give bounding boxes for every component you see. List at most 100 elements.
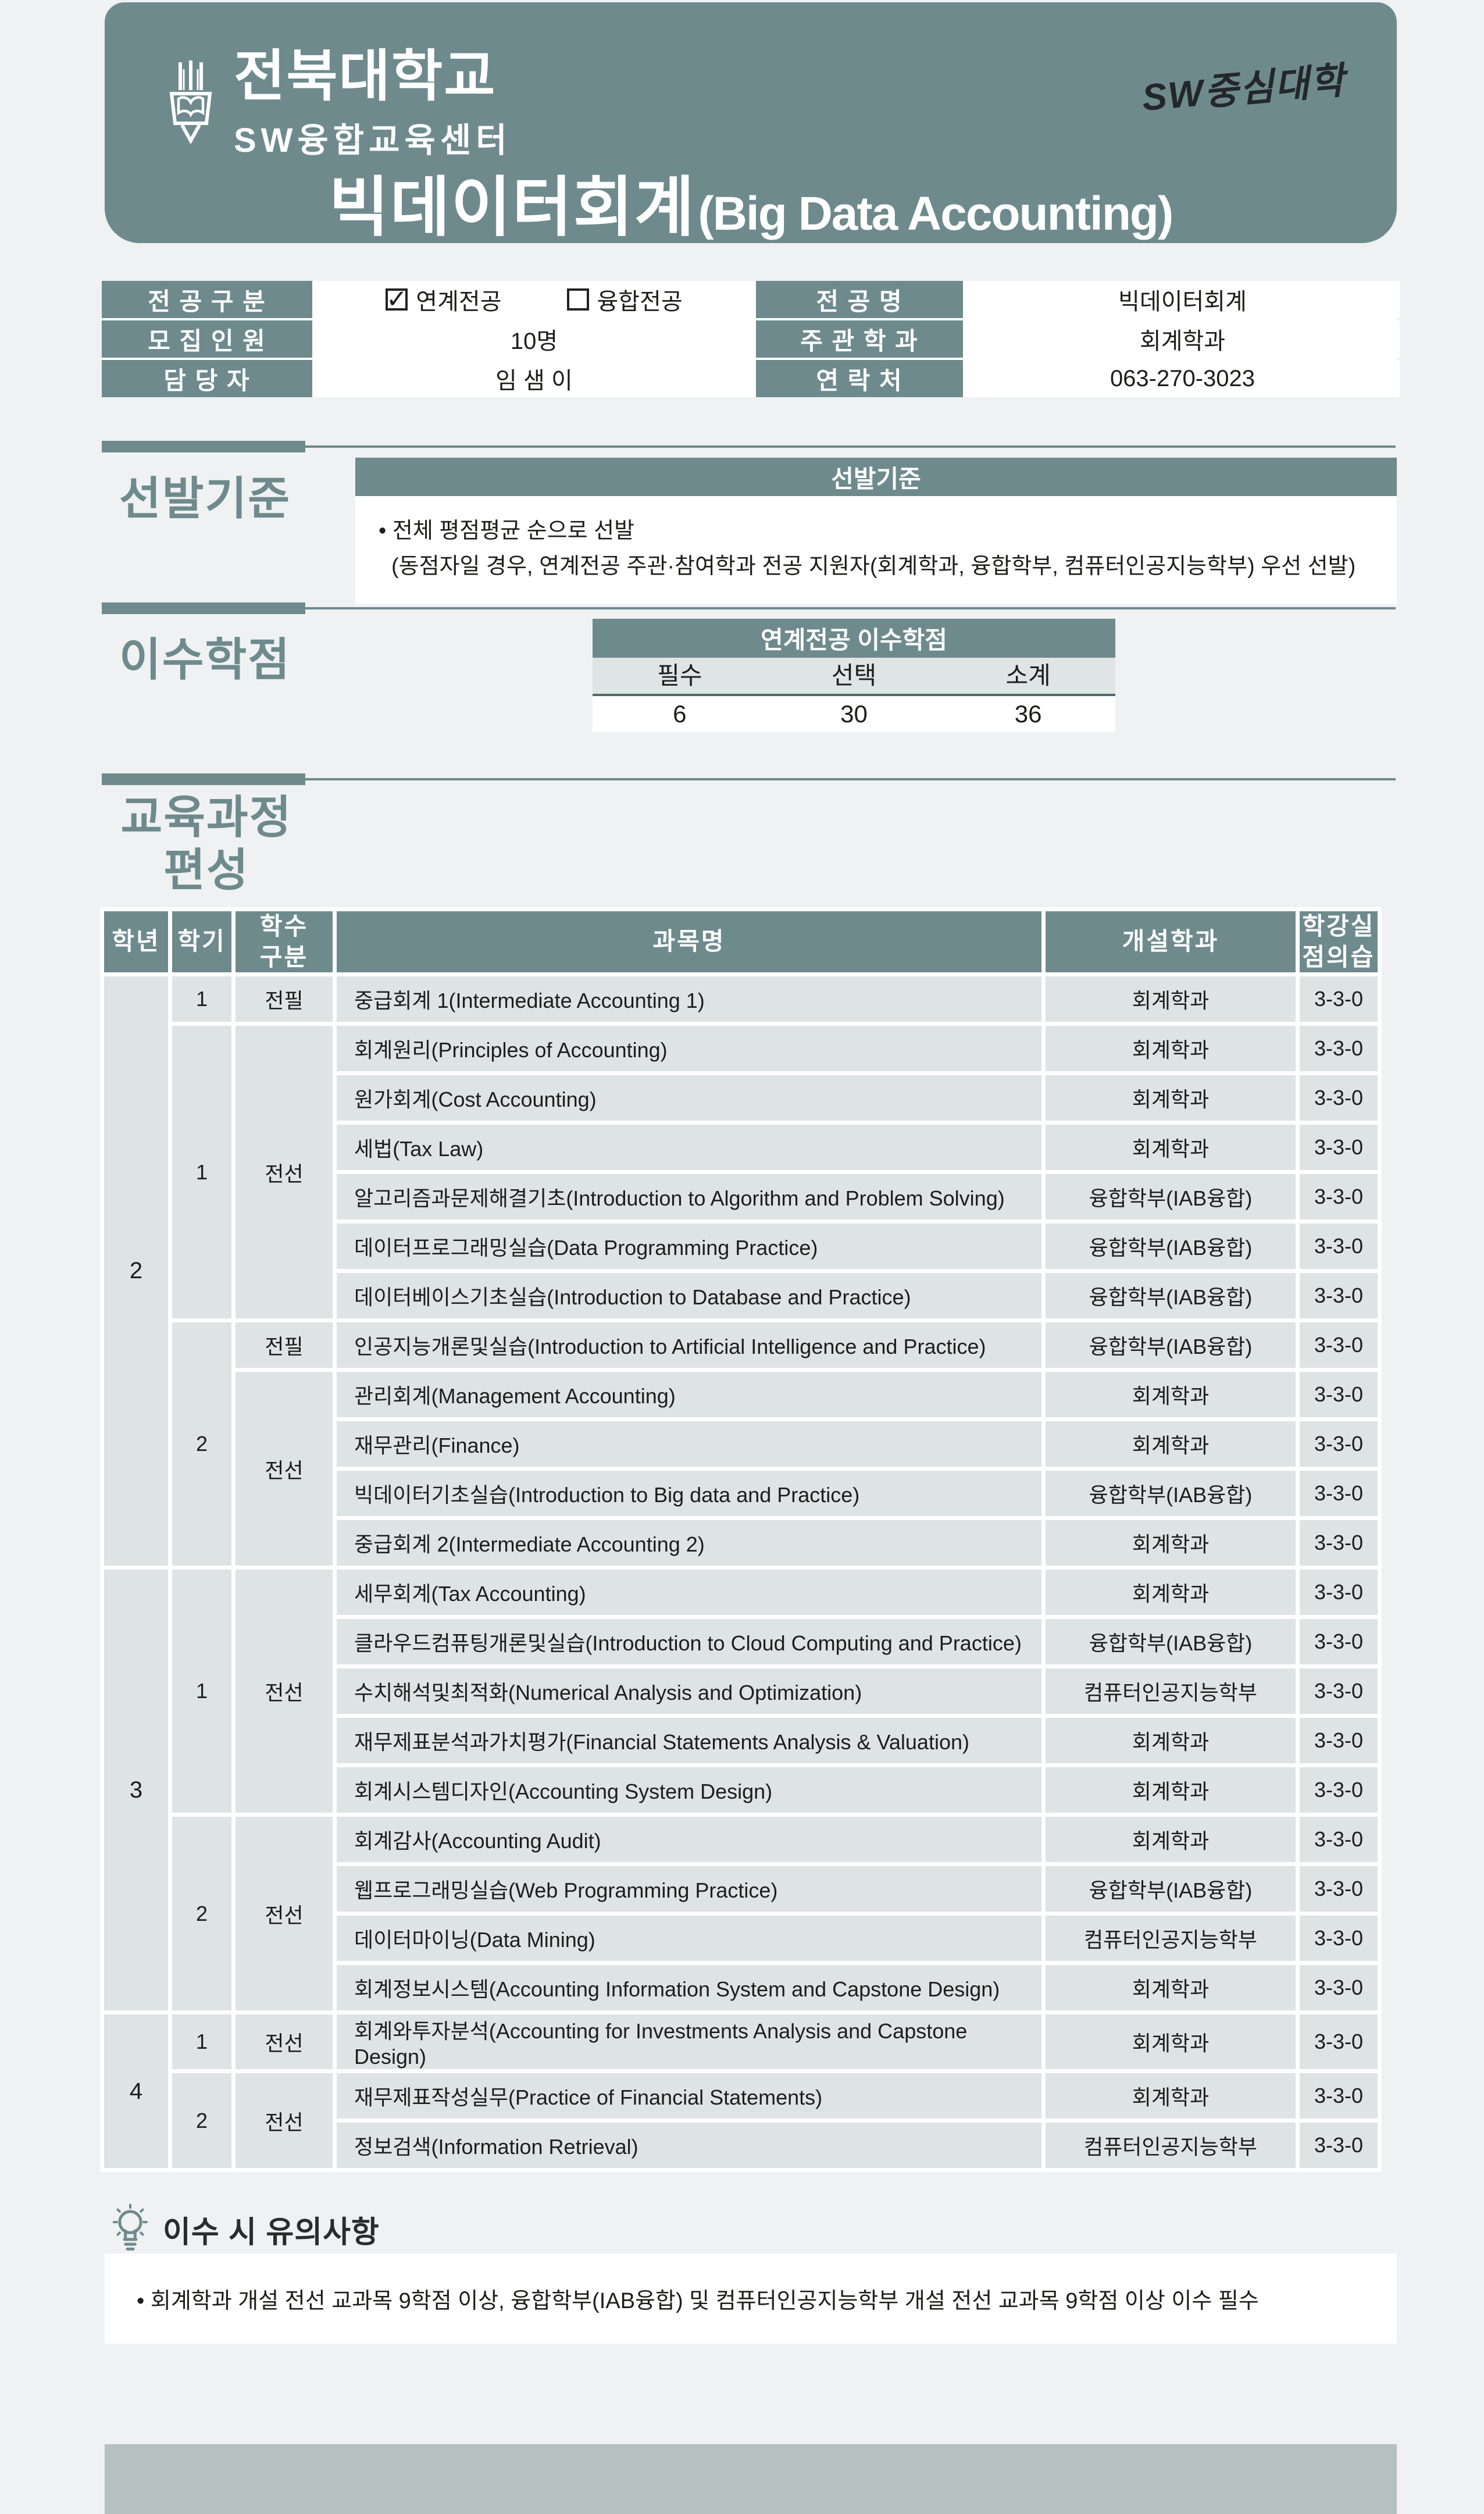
university-logo: 전북대학교 SW융합교육센터 [163, 49, 512, 162]
credits-elective-value: 30 [840, 700, 868, 728]
curriculum-cell-type: 전선 [236, 1570, 333, 1813]
curriculum-row: 3 1 전선 세무회계(Tax Accounting) 회계학과 3-3-0 [104, 1570, 1378, 2010]
curriculum-cell-credit: 3-3-0 [1300, 1718, 1378, 1763]
checkbox-unchecked-icon[interactable] [566, 288, 589, 311]
curriculum-cell-subject: 정보검색(Information Retrieval) [337, 2123, 1041, 2168]
curriculum-column-header: 학강실 점의습 [1300, 911, 1378, 972]
curriculum-cell-credit: 3-3-0 [1300, 1619, 1378, 1664]
curriculum-cell-credit: 3-3-0 [1300, 1224, 1378, 1269]
curriculum-cell-credit: 3-3-0 [1300, 1520, 1378, 1566]
curriculum-cell-dept: 회계학과 [1046, 1965, 1296, 2010]
manager-label: 담 당 자 [102, 360, 312, 397]
section-divider [102, 773, 1396, 785]
checkbox-label: 연계전공 [416, 289, 502, 315]
title-english: (Big Data Accounting) [698, 187, 1173, 240]
curriculum-cell-credit: 3-3-0 [1300, 1026, 1378, 1071]
curriculum-cell-dept: 컴퓨터인공지능학부 [1046, 2123, 1296, 2168]
curriculum-row: 빅데이터기초실습(Introduction to Big data and Pr… [104, 1471, 1378, 1516]
curriculum-row: 2 전선 재무제표작성실무(Practice of Financial Statem… [104, 2073, 1378, 2168]
curriculum-cell-subject: 회계시스템디자인(Accounting System Design) [337, 1767, 1041, 1813]
curriculum-cell-credit: 3-3-0 [1300, 1965, 1378, 2010]
curriculum-row: 재무관리(Finance) 회계학과 3-3-0 [104, 1421, 1378, 1467]
curriculum-cell-dept: 융합학부(IAB융합) [1046, 1471, 1296, 1516]
curriculum-cell-dept: 융합학부(IAB융합) [1046, 1174, 1296, 1219]
curriculum-cell-year: 3 [104, 1570, 168, 2010]
manager-value: 임 샘 이 [315, 360, 754, 397]
credits-table-header: 연계전공 이수학점 [593, 619, 1115, 658]
curriculum-cell-subject: 중급회계 1(Intermediate Accounting 1) [337, 976, 1041, 1022]
major-name-value: 빅데이터회계 [965, 281, 1400, 318]
curriculum-cell-dept: 회계학과 [1046, 1767, 1296, 1813]
curriculum-cell-year: 2 [104, 976, 168, 1566]
curriculum-column-header: 개설학과 [1046, 911, 1296, 972]
curriculum-cell-subject: 데이터베이스기초실습(Introduction to Database and … [337, 1273, 1041, 1318]
curriculum-cell-type: 전선 [236, 2014, 333, 2069]
curriculum-cell-dept: 회계학과 [1046, 2073, 1296, 2119]
curriculum-cell-credit: 3-3-0 [1300, 1075, 1378, 1121]
section-divider [102, 441, 1396, 452]
curriculum-cell-sem: 2 [172, 2073, 231, 2168]
major-name-label: 전 공 명 [756, 281, 963, 318]
credits-required-value: 6 [673, 700, 687, 728]
center-name: SW융합교육센터 [234, 122, 512, 159]
curriculum-cell-sem: 1 [172, 1570, 231, 1813]
curriculum-cell-credit: 3-3-0 [1300, 1273, 1378, 1318]
curriculum-row: 재무제표분석과가치평가(Financial Statements Analysi… [104, 1718, 1378, 1763]
curriculum-row: 세법(Tax Law) 회계학과 3-3-0 [104, 1125, 1378, 1170]
major-type-label: 전 공 구 분 [102, 281, 312, 318]
curriculum-cell-subject: 회계정보시스템(Accounting Information System an… [337, 1965, 1041, 2010]
curriculum-cell-subject: 중급회계 2(Intermediate Accounting 2) [337, 1520, 1041, 1566]
curriculum-cell-dept: 회계학과 [1046, 1125, 1296, 1170]
lightbulb-icon [110, 2203, 150, 2256]
contact-label: 연 락 처 [756, 360, 963, 397]
curriculum-cell-type: 전필 [236, 1322, 333, 1368]
curriculum-cell-credit: 3-3-0 [1300, 1372, 1378, 1417]
curriculum-cell-credit: 3-3-0 [1300, 1916, 1378, 1961]
recruit-label: 모 집 인 원 [102, 320, 312, 358]
curriculum-row: 원가회계(Cost Accounting) 회계학과 3-3-0 [104, 1075, 1378, 1121]
curriculum-cell-dept: 회계학과 [1046, 1570, 1296, 1615]
credits-col-elective: 선택 [831, 662, 877, 689]
university-name: 전북대학교 [234, 45, 497, 108]
curriculum-cell-sem: 2 [172, 1322, 231, 1566]
curriculum-row: 중급회계 2(Intermediate Accounting 2) 회계학과 3-3… [104, 1520, 1378, 1566]
curriculum-cell-subject: 회계원리(Principles of Accounting) [337, 1026, 1041, 1071]
curriculum-cell-year: 4 [104, 2014, 168, 2168]
curriculum-cell-dept: 회계학과 [1046, 1718, 1296, 1763]
major-type-value: ✓ 연계전공 융합전공 [315, 281, 754, 318]
checkbox-option-linked-major: ✓ 연계전공 [386, 283, 502, 316]
curriculum-section-heading: 교육과정 편성 [113, 791, 299, 897]
curriculum-column-header: 학년 [104, 911, 168, 972]
curriculum-column-header: 학기 [172, 911, 231, 972]
title-korean: 빅데이터회계 [329, 171, 695, 244]
curriculum-cell-credit: 3-3-0 [1300, 1866, 1378, 1912]
curriculum-cell-credit: 3-3-0 [1300, 1174, 1378, 1219]
credits-col-required: 필수 [657, 662, 702, 689]
curriculum-cell-dept: 융합학부(IAB융합) [1046, 1224, 1296, 1269]
curriculum-cell-dept: 회계학과 [1046, 976, 1296, 1022]
curriculum-cell-dept: 회계학과 [1046, 2014, 1296, 2069]
curriculum-cell-subject: 수치해석및최적화(Numerical Analysis and Optimiza… [337, 1668, 1041, 1714]
curriculum-cell-dept: 회계학과 [1046, 1520, 1296, 1566]
curriculum-cell-credit: 3-3-0 [1300, 1817, 1378, 1862]
curriculum-cell-credit: 3-3-0 [1300, 1570, 1378, 1615]
curriculum-cell-credit: 3-3-0 [1300, 1421, 1378, 1467]
contact-value: 063-270-3023 [965, 360, 1400, 397]
curriculum-table-body: 2 1 전필 중급회계 1(Intermediate Accounting 1) 회계학… [104, 976, 1378, 2168]
curriculum-table: 학년 학기 학수 구분 과목명 개설학과 학강실 점의습 2 1 전필 중급회계 1(Inter… [100, 907, 1382, 2172]
curriculum-cell-type: 전필 [236, 976, 333, 1022]
curriculum-cell-sem: 1 [172, 1026, 231, 1318]
curriculum-cell-dept: 회계학과 [1046, 1075, 1296, 1121]
university-logo-icon [163, 60, 219, 151]
curriculum-column-header: 학수 구분 [236, 911, 333, 972]
curriculum-cell-subject: 원가회계(Cost Accounting) [337, 1075, 1041, 1121]
curriculum-row: 클라우드컴퓨팅개론및실습(Introduction to Cloud Compu… [104, 1619, 1378, 1664]
curriculum-cell-subject: 빅데이터기초실습(Introduction to Big data and Pr… [337, 1471, 1041, 1516]
checkbox-checked-icon[interactable]: ✓ [386, 285, 408, 313]
page-title: 빅데이터회계 (Big Data Accounting) [105, 155, 1397, 249]
notes-line1: • 회계학과 개설 전선 교과목 9학점 이상, 융합학부(IAB융합) 및 컴… [137, 2289, 1259, 2313]
curriculum-cell-credit: 3-3-0 [1300, 2014, 1378, 2069]
header-banner: 전북대학교 SW융합교육센터 SW중심대학 빅데이터회계 (Big Data A… [105, 2, 1397, 244]
curriculum-row: 2 전필 인공지능개론및실습(Introduction to Artificial … [104, 1322, 1378, 1566]
curriculum-cell-type: 전선 [236, 1372, 333, 1566]
